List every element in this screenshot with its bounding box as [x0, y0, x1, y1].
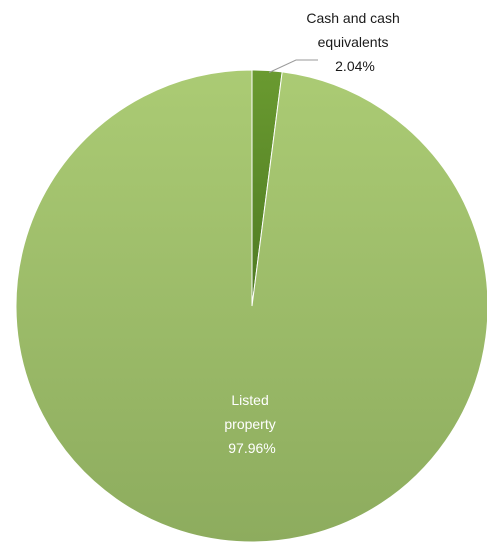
- slice-label-listed-line2: property: [224, 416, 275, 432]
- pie-slices: [15, 69, 487, 542]
- slice-value-cash: 2.04%: [335, 58, 375, 74]
- slice-value-listed: 97.96%: [228, 440, 275, 456]
- slice-label-listed-line1: Listed: [231, 392, 268, 408]
- slice-label-cash-line1: Cash and cash: [306, 10, 399, 26]
- leader-line-cash: [268, 59, 318, 73]
- pie-slice-listed-property: [15, 69, 487, 542]
- slice-label-cash: Cash and cash equivalents 2.04%: [306, 10, 403, 74]
- leader-lines: [268, 59, 318, 73]
- slice-label-listed-property: Listed property 97.96%: [224, 392, 279, 456]
- slice-label-cash-line2: equivalents: [318, 34, 389, 50]
